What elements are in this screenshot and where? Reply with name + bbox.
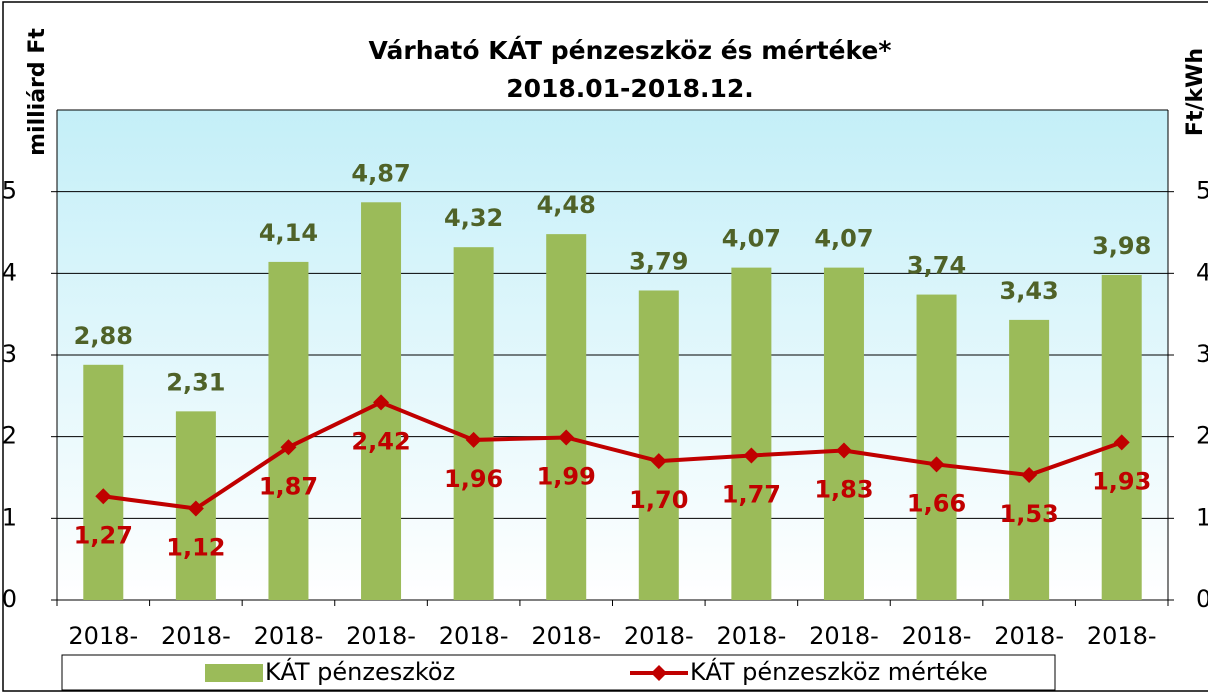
line-marker: [187, 500, 204, 517]
line-value-label: 1,87: [259, 472, 318, 500]
y-tick-label: 5: [2, 177, 17, 205]
line-value-label: 1,12: [166, 534, 225, 562]
y2-tick-label: 2: [1196, 422, 1208, 450]
legend-label: KÁT pénzeszköz mértéke: [690, 657, 988, 686]
x-tick-label: 2018-: [994, 622, 1064, 650]
x-tick-label: 2018-: [439, 622, 509, 650]
x-tick-label: 2018-: [624, 622, 694, 650]
y-tick-label: 4: [2, 258, 17, 286]
bar-value-label: 3,98: [1092, 232, 1151, 260]
x-tick-label: 2018-: [68, 622, 138, 650]
line-value-label: 1,96: [444, 465, 503, 493]
bar-value-label: 4,48: [537, 191, 596, 219]
y-tick-label: 2: [2, 422, 17, 450]
bar-value-label: 4,32: [444, 204, 503, 232]
bar: [453, 247, 494, 600]
x-tick-label: 2018-: [346, 622, 416, 650]
line-marker: [465, 431, 482, 448]
y-axis-label: milliárd Ft: [25, 28, 50, 156]
y2-tick-label: 3: [1196, 340, 1208, 368]
bar-value-label: 3,43: [1000, 277, 1059, 305]
legend-swatch: [205, 664, 263, 682]
y2-axis-label: Ft/kWh: [1183, 48, 1208, 136]
line-marker: [650, 453, 667, 470]
x-tick-label: 2018-: [254, 622, 324, 650]
x-tick-label: 2018-: [1087, 622, 1157, 650]
bar-value-label: 2,31: [166, 368, 225, 396]
chart-title: Várható KÁT pénzeszköz és mértéke*: [369, 36, 892, 65]
legend-label: KÁT pénzeszköz: [265, 657, 455, 686]
bar-value-label: 4,07: [722, 225, 781, 253]
y2-tick-label: 5: [1196, 177, 1208, 205]
y2-tick-label: 0: [1196, 585, 1208, 613]
x-tick-label: 2018-: [902, 622, 972, 650]
x-tick-label: 2018-: [531, 622, 601, 650]
bar-value-label: 4,14: [259, 219, 318, 247]
y-tick-label: 1: [2, 503, 17, 531]
bar: [731, 267, 772, 600]
line-marker: [558, 429, 575, 446]
legend: [61, 654, 1056, 691]
bar: [1009, 319, 1050, 600]
line-marker: [743, 447, 760, 464]
line-value-label: 1,70: [629, 486, 688, 514]
line-value-label: 1,93: [1092, 467, 1151, 495]
bar-value-label: 3,74: [907, 252, 966, 280]
line-marker: [1113, 434, 1130, 451]
line-value-label: 1,99: [537, 462, 596, 490]
y2-tick-label: 4: [1196, 258, 1208, 286]
line-marker: [835, 442, 852, 459]
line-value-label: 1,53: [1000, 500, 1059, 528]
bar-value-label: 3,79: [629, 247, 688, 275]
bar: [638, 290, 679, 600]
bar: [823, 267, 864, 600]
x-tick-label: 2018-: [161, 622, 231, 650]
x-tick-label: 2018-: [717, 622, 787, 650]
y-tick-label: 0: [2, 585, 17, 613]
line-value-label: 1,66: [907, 489, 966, 517]
line-value-label: 2,42: [351, 427, 410, 455]
bar-value-label: 2,88: [74, 322, 133, 350]
line: [103, 400, 1123, 511]
line-marker: [280, 439, 297, 456]
bar: [916, 294, 957, 600]
chart-subtitle: 2018.01-2018.12.: [506, 74, 754, 103]
line-value-label: 1,27: [74, 521, 133, 549]
bar-value-label: 4,07: [814, 225, 873, 253]
y-tick-label: 3: [2, 340, 17, 368]
line-marker: [373, 394, 390, 411]
x-tick-label: 2018-: [809, 622, 879, 650]
line-value-label: 1,83: [814, 476, 873, 504]
line-marker: [95, 488, 112, 505]
line-marker: [928, 456, 945, 473]
bar-value-label: 4,87: [351, 159, 410, 187]
line-value-label: 1,77: [722, 480, 781, 508]
bar: [268, 261, 309, 600]
bar: [546, 234, 587, 600]
legend-marker: [651, 665, 667, 681]
line-marker: [1021, 467, 1038, 484]
bar: [83, 364, 124, 600]
y2-tick-label: 1: [1196, 503, 1208, 531]
